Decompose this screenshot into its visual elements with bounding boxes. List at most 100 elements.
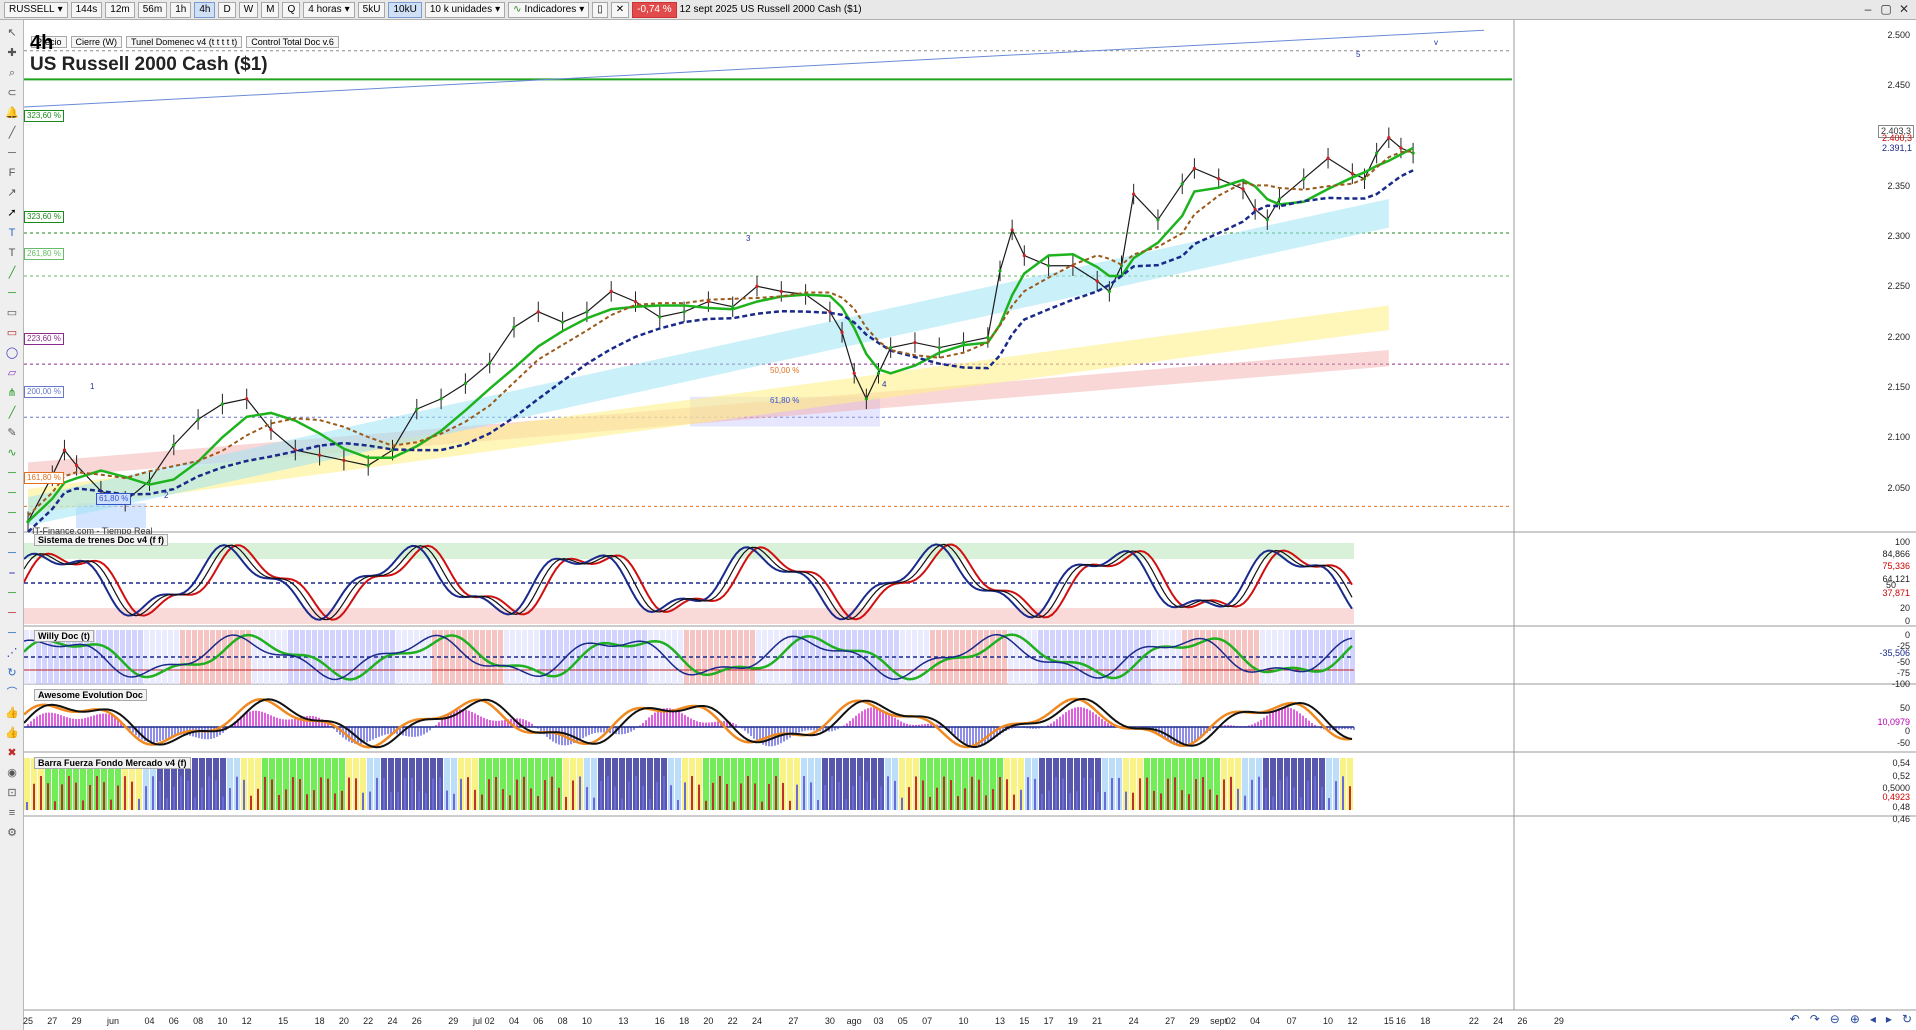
x-tick-label: 03	[873, 1016, 884, 1026]
wave-icon[interactable]: ∿	[7, 447, 17, 459]
pane3-histogram-bar	[1284, 707, 1286, 727]
pane-title-willy[interactable]: Willy Doc (t)	[34, 630, 94, 642]
eye-icon[interactable]: ◉	[7, 767, 17, 779]
units-select[interactable]: 10 k unidades ▾	[424, 1, 506, 18]
split-view-button[interactable]: ▯	[592, 1, 608, 18]
pane-title-barra[interactable]: Barra Fuerza Fondo Mercado v4 (f)	[34, 757, 191, 769]
arrow-icon[interactable]: ➚	[7, 207, 17, 219]
ellipse-icon[interactable]: ◯	[5, 347, 19, 359]
tf-w-button[interactable]: W	[238, 1, 259, 18]
settings-icon[interactable]: ⚙	[7, 827, 17, 839]
undo-icon[interactable]: ↶	[1789, 1012, 1800, 1026]
rectangle-icon[interactable]: ▭	[6, 327, 18, 339]
delete-icon[interactable]: ✖	[7, 747, 17, 759]
thumbs-up2-icon[interactable]: 👍	[5, 727, 19, 739]
maximize-icon[interactable]: ▢	[1880, 2, 1892, 16]
indicators-button[interactable]: ∿ Indicadores ▾	[508, 1, 590, 18]
text-box-icon[interactable]: T	[8, 247, 16, 259]
pane4-volume-bar	[929, 796, 931, 810]
speed-button[interactable]: 144s	[70, 1, 103, 18]
legend-control-total[interactable]: Control Total Doc v.6	[246, 36, 339, 48]
pane4-volume-bar	[810, 782, 812, 810]
hline6-icon[interactable]: ─	[8, 547, 16, 559]
pane4-volume-bar	[68, 776, 70, 810]
hline5-icon[interactable]: ─	[8, 527, 16, 539]
symbol-select[interactable]: RUSSELL ▾	[4, 1, 68, 18]
scroll-left-icon[interactable]: ◂	[1869, 1012, 1876, 1026]
pane4-volume-bar	[397, 792, 399, 810]
chart-canvas[interactable]	[23, 20, 1916, 1030]
hline8-icon[interactable]: ─	[8, 607, 16, 619]
alert-icon[interactable]: 🔔	[5, 107, 19, 119]
pitchfork-icon[interactable]: ⋔	[7, 387, 17, 399]
crosshair-icon[interactable]: ✚	[7, 47, 17, 59]
line-green-icon[interactable]: ╱	[8, 267, 16, 279]
tf-1h-button[interactable]: 1h	[170, 1, 192, 18]
pane3-histogram-bar	[435, 725, 437, 727]
hline3-icon[interactable]: ─	[8, 487, 16, 499]
pane2-bar	[672, 630, 677, 684]
legend-close-w[interactable]: Cierre (W)	[70, 36, 123, 48]
reset-icon[interactable]: ↻	[1901, 1012, 1912, 1026]
unit-5k-button[interactable]: 5kU	[357, 1, 386, 18]
pen-icon[interactable]: ✎	[7, 427, 17, 439]
layers-icon[interactable]: ≡	[8, 807, 16, 819]
pane4-volume-bar	[705, 800, 707, 810]
close-icon[interactable]: ✕	[1898, 2, 1910, 16]
legend-tunel[interactable]: Tunel Domenec v4 (t t t t t)	[126, 36, 243, 48]
scroll-right-icon[interactable]: ▸	[1885, 1012, 1892, 1026]
tf-m-button[interactable]: M	[261, 1, 280, 18]
unit-10k-button[interactable]: 10kU	[388, 1, 422, 18]
chart-area[interactable]: Precio Cierre (W) Tunel Domenec v4 (t t …	[23, 20, 1916, 1030]
pane4-background-bar	[1018, 758, 1024, 810]
tf-4h-button[interactable]: 4h	[194, 1, 216, 18]
zoom-out-icon[interactable]: ⊖	[1829, 1012, 1840, 1026]
trendline-icon[interactable]: ╱	[8, 127, 16, 139]
gann-icon[interactable]: ╱	[8, 407, 16, 419]
tf-56m-button[interactable]: 56m	[137, 1, 168, 18]
hline2-icon[interactable]: ─	[8, 467, 16, 479]
cursor-icon[interactable]: ↖	[7, 27, 17, 39]
thumbs-up-icon[interactable]: 👍	[5, 707, 19, 719]
zoom-in-icon[interactable]: ⊕	[1849, 1012, 1860, 1026]
magnet-icon[interactable]: ⊂	[7, 87, 17, 99]
pane-title-trenes[interactable]: Sistema de trenes Doc v4 (f f)	[34, 534, 169, 546]
text-icon[interactable]: T	[8, 227, 16, 239]
pattern-icon[interactable]: ⋰	[6, 647, 18, 659]
zoom-icon[interactable]: ⌕	[8, 67, 16, 79]
ruler-icon[interactable]: ▭	[6, 307, 18, 319]
pane2-bar	[720, 630, 725, 684]
pane3-histogram-bar	[1260, 719, 1262, 727]
hline-green-icon[interactable]: ─	[8, 287, 16, 299]
pane3-histogram-bar	[30, 721, 32, 727]
price-point	[1375, 151, 1379, 155]
measure-icon[interactable]: ⎯	[9, 567, 15, 579]
minimize-icon[interactable]: –	[1864, 2, 1872, 16]
fib-icon[interactable]: F	[8, 167, 16, 179]
redo-icon[interactable]: ↷	[1809, 1012, 1820, 1026]
cycles-icon[interactable]: ↻	[7, 667, 17, 679]
period-select[interactable]: 4 horas ▾	[303, 1, 355, 18]
pane4-volume-bar	[894, 780, 896, 810]
ray-icon[interactable]: ↗	[7, 187, 17, 199]
arc-icon[interactable]: ⌒	[6, 687, 18, 699]
pane4-volume-bar	[166, 798, 168, 810]
pane3-histogram-bar	[567, 727, 569, 746]
hline4-icon[interactable]: ─	[8, 507, 16, 519]
pane3-histogram-bar	[552, 727, 554, 742]
tf-12m-button[interactable]: 12m	[105, 1, 135, 18]
tf-d-button[interactable]: D	[218, 1, 236, 18]
channel-icon[interactable]: ▱	[7, 367, 17, 379]
pin-button[interactable]: ✕	[610, 1, 630, 18]
pane4-background-bar	[332, 758, 338, 810]
pane-title-awesome[interactable]: Awesome Evolution Doc	[34, 689, 147, 701]
lock-icon[interactable]: ⊡	[7, 787, 17, 799]
hline-icon[interactable]: ─	[8, 147, 16, 159]
hline9-icon[interactable]: ─	[8, 627, 16, 639]
pane2-bar	[1050, 630, 1055, 684]
pane2-bar	[1314, 630, 1319, 684]
hline7-icon[interactable]: ─	[8, 587, 16, 599]
legend-price[interactable]: Precio	[31, 36, 67, 48]
pane4-volume-bar	[565, 796, 567, 810]
tf-q-button[interactable]: Q	[282, 1, 301, 18]
